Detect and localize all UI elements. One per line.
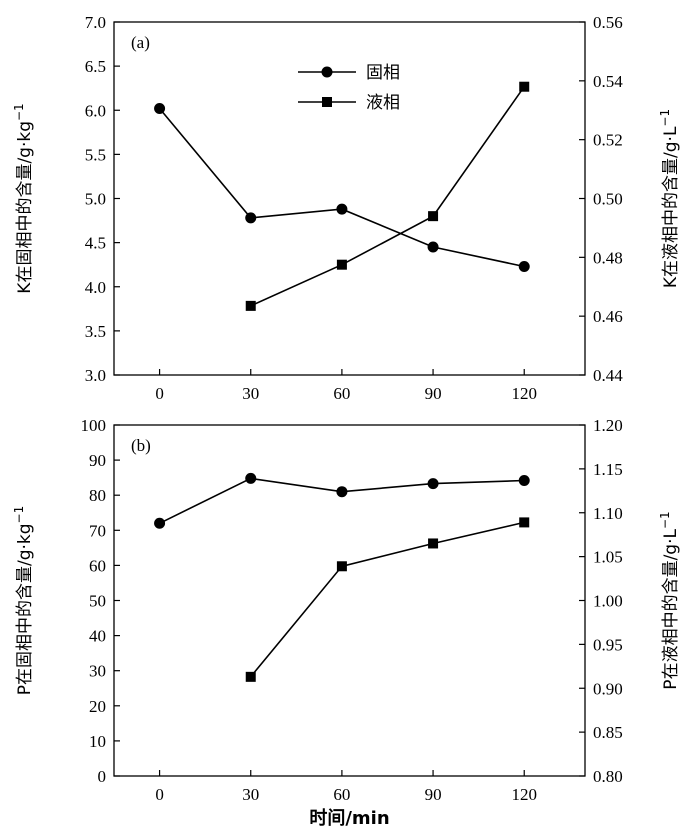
chart-panel-1: 0 30 60 90 120 3.0 3.5 4.0 4.5 5.0 5.5 6.0 6.5 7.0 0.4…: [12, 13, 681, 403]
y-tick-label: 0: [98, 767, 107, 786]
y-tick-label: 80: [89, 486, 106, 505]
y2-tick-label: 0.50: [593, 190, 623, 209]
data-point-square: [519, 517, 530, 528]
y2-tick-label: 1.15: [593, 460, 623, 479]
y-tick-label: 20: [89, 697, 106, 716]
y-tick-label: 3.5: [85, 322, 106, 341]
data-point-square: [245, 671, 256, 682]
y-axis-title: K在固相中的含量/g·kg−1: [12, 103, 35, 293]
y-axis-title: P在固相中的含量/g·kg−1: [12, 506, 35, 696]
data-point-circle: [154, 102, 166, 114]
x-tick-label: 120: [511, 384, 537, 403]
y-tick-label: 10: [89, 732, 106, 751]
x-tick-label: 60: [333, 384, 350, 403]
data-point-square: [428, 538, 439, 549]
y2-axis-title: P在液相中的含量/g·L−1: [658, 511, 681, 689]
y-tick-label: 60: [89, 556, 106, 575]
x-axis-title: 时间/min: [309, 808, 389, 829]
legend-item: 液相: [298, 93, 400, 113]
y2-tick-label: 0.80: [593, 767, 623, 786]
data-point-circle: [336, 203, 348, 215]
y-tick-label: 5.0: [85, 190, 106, 209]
y2-tick-label: 0.90: [593, 679, 623, 698]
y-tick-label: 6.0: [85, 101, 106, 120]
chart-panel-2: 0 30 60 90 120 0 10 20 30 40 50 60 70 80 90 100 0.80 0.85…: [12, 416, 681, 829]
x-tick-label: 0: [155, 384, 164, 403]
y2-tick-label: 0.44: [593, 366, 623, 385]
y2-axis-title-text: P在液相中的含量/g·L: [661, 529, 681, 690]
series-line-liquid: [250, 521, 525, 678]
series-line-solid: [158, 107, 525, 268]
data-point-circle: [427, 241, 439, 253]
y2-tick-label: 1.10: [593, 504, 623, 523]
data-point-square: [519, 81, 530, 92]
y-axis-title-exponent: −1: [12, 103, 26, 121]
legend-label: 固相: [366, 63, 400, 83]
data-point-square: [428, 211, 439, 222]
y-tick-label: 30: [89, 662, 106, 681]
legend-item: 固相: [298, 63, 400, 83]
data-point-square: [336, 561, 347, 572]
legend-marker-square: [322, 97, 332, 107]
y-tick-label: 3.0: [85, 366, 106, 385]
x-tick-label: 90: [425, 384, 442, 403]
y-tick-label: 70: [89, 521, 106, 540]
series-line-solid: [159, 477, 525, 525]
x-tick-label: 120: [511, 785, 537, 804]
legend-label: 液相: [366, 93, 400, 113]
data-point-circle: [518, 474, 530, 486]
y2-tick-label: 0.56: [593, 13, 623, 32]
x-tick-label: 30: [242, 785, 259, 804]
y-tick-label: 6.5: [85, 57, 106, 76]
data-point-circle: [427, 478, 439, 490]
y-axis-title-text: K在固相中的含量/g·kg: [15, 121, 35, 294]
x-tick-label: 30: [242, 384, 259, 403]
y-tick-label: 90: [89, 451, 106, 470]
data-point-square: [245, 300, 256, 311]
y-tick-label: 100: [81, 416, 107, 435]
x-tick-label: 0: [155, 785, 164, 804]
y2-tick-label: 0.85: [593, 723, 623, 742]
y-tick-label: 5.5: [85, 145, 106, 164]
y-tick-label: 4.5: [85, 234, 106, 253]
y2-tick-label: 1.20: [593, 416, 623, 435]
plot-frame: [113, 21, 586, 376]
panel-tag: (b): [131, 436, 151, 455]
plot-frame: [113, 424, 586, 777]
y-axis-title-exponent: −1: [12, 506, 26, 524]
y2-tick-label: 0.52: [593, 131, 623, 150]
x-tick-label: 90: [425, 785, 442, 804]
y-tick-label: 7.0: [85, 13, 106, 32]
series-line-liquid: [250, 86, 525, 307]
data-point-circle: [154, 517, 166, 529]
y-tick-label: 50: [89, 592, 106, 611]
y-tick-label: 4.0: [85, 278, 106, 297]
y2-tick-label: 0.48: [593, 248, 623, 267]
y-axis-title-text: P在固相中的含量/g·kg: [15, 523, 35, 695]
x-tick-label: 60: [333, 785, 350, 804]
data-point-circle: [245, 472, 257, 484]
data-point-circle: [518, 260, 530, 272]
y2-axis-title-exponent: −1: [658, 511, 672, 529]
data-point-circle: [336, 486, 348, 498]
data-point-square: [336, 259, 347, 270]
y2-axis-title: K在液相中的含量/g·L−1: [658, 109, 681, 288]
y2-tick-label: 0.54: [593, 72, 623, 91]
y2-tick-label: 0.95: [593, 635, 623, 654]
y2-tick-label: 0.46: [593, 307, 623, 326]
panel-tag: (a): [131, 33, 150, 52]
legend-marker-circle: [321, 66, 333, 78]
data-point-circle: [245, 212, 257, 224]
y-tick-label: 40: [89, 627, 106, 646]
y2-axis-title-text: K在液相中的含量/g·L: [661, 126, 681, 288]
y2-tick-label: 1.00: [593, 592, 623, 611]
y2-axis-title-exponent: −1: [658, 109, 672, 127]
y2-tick-label: 1.05: [593, 548, 623, 567]
